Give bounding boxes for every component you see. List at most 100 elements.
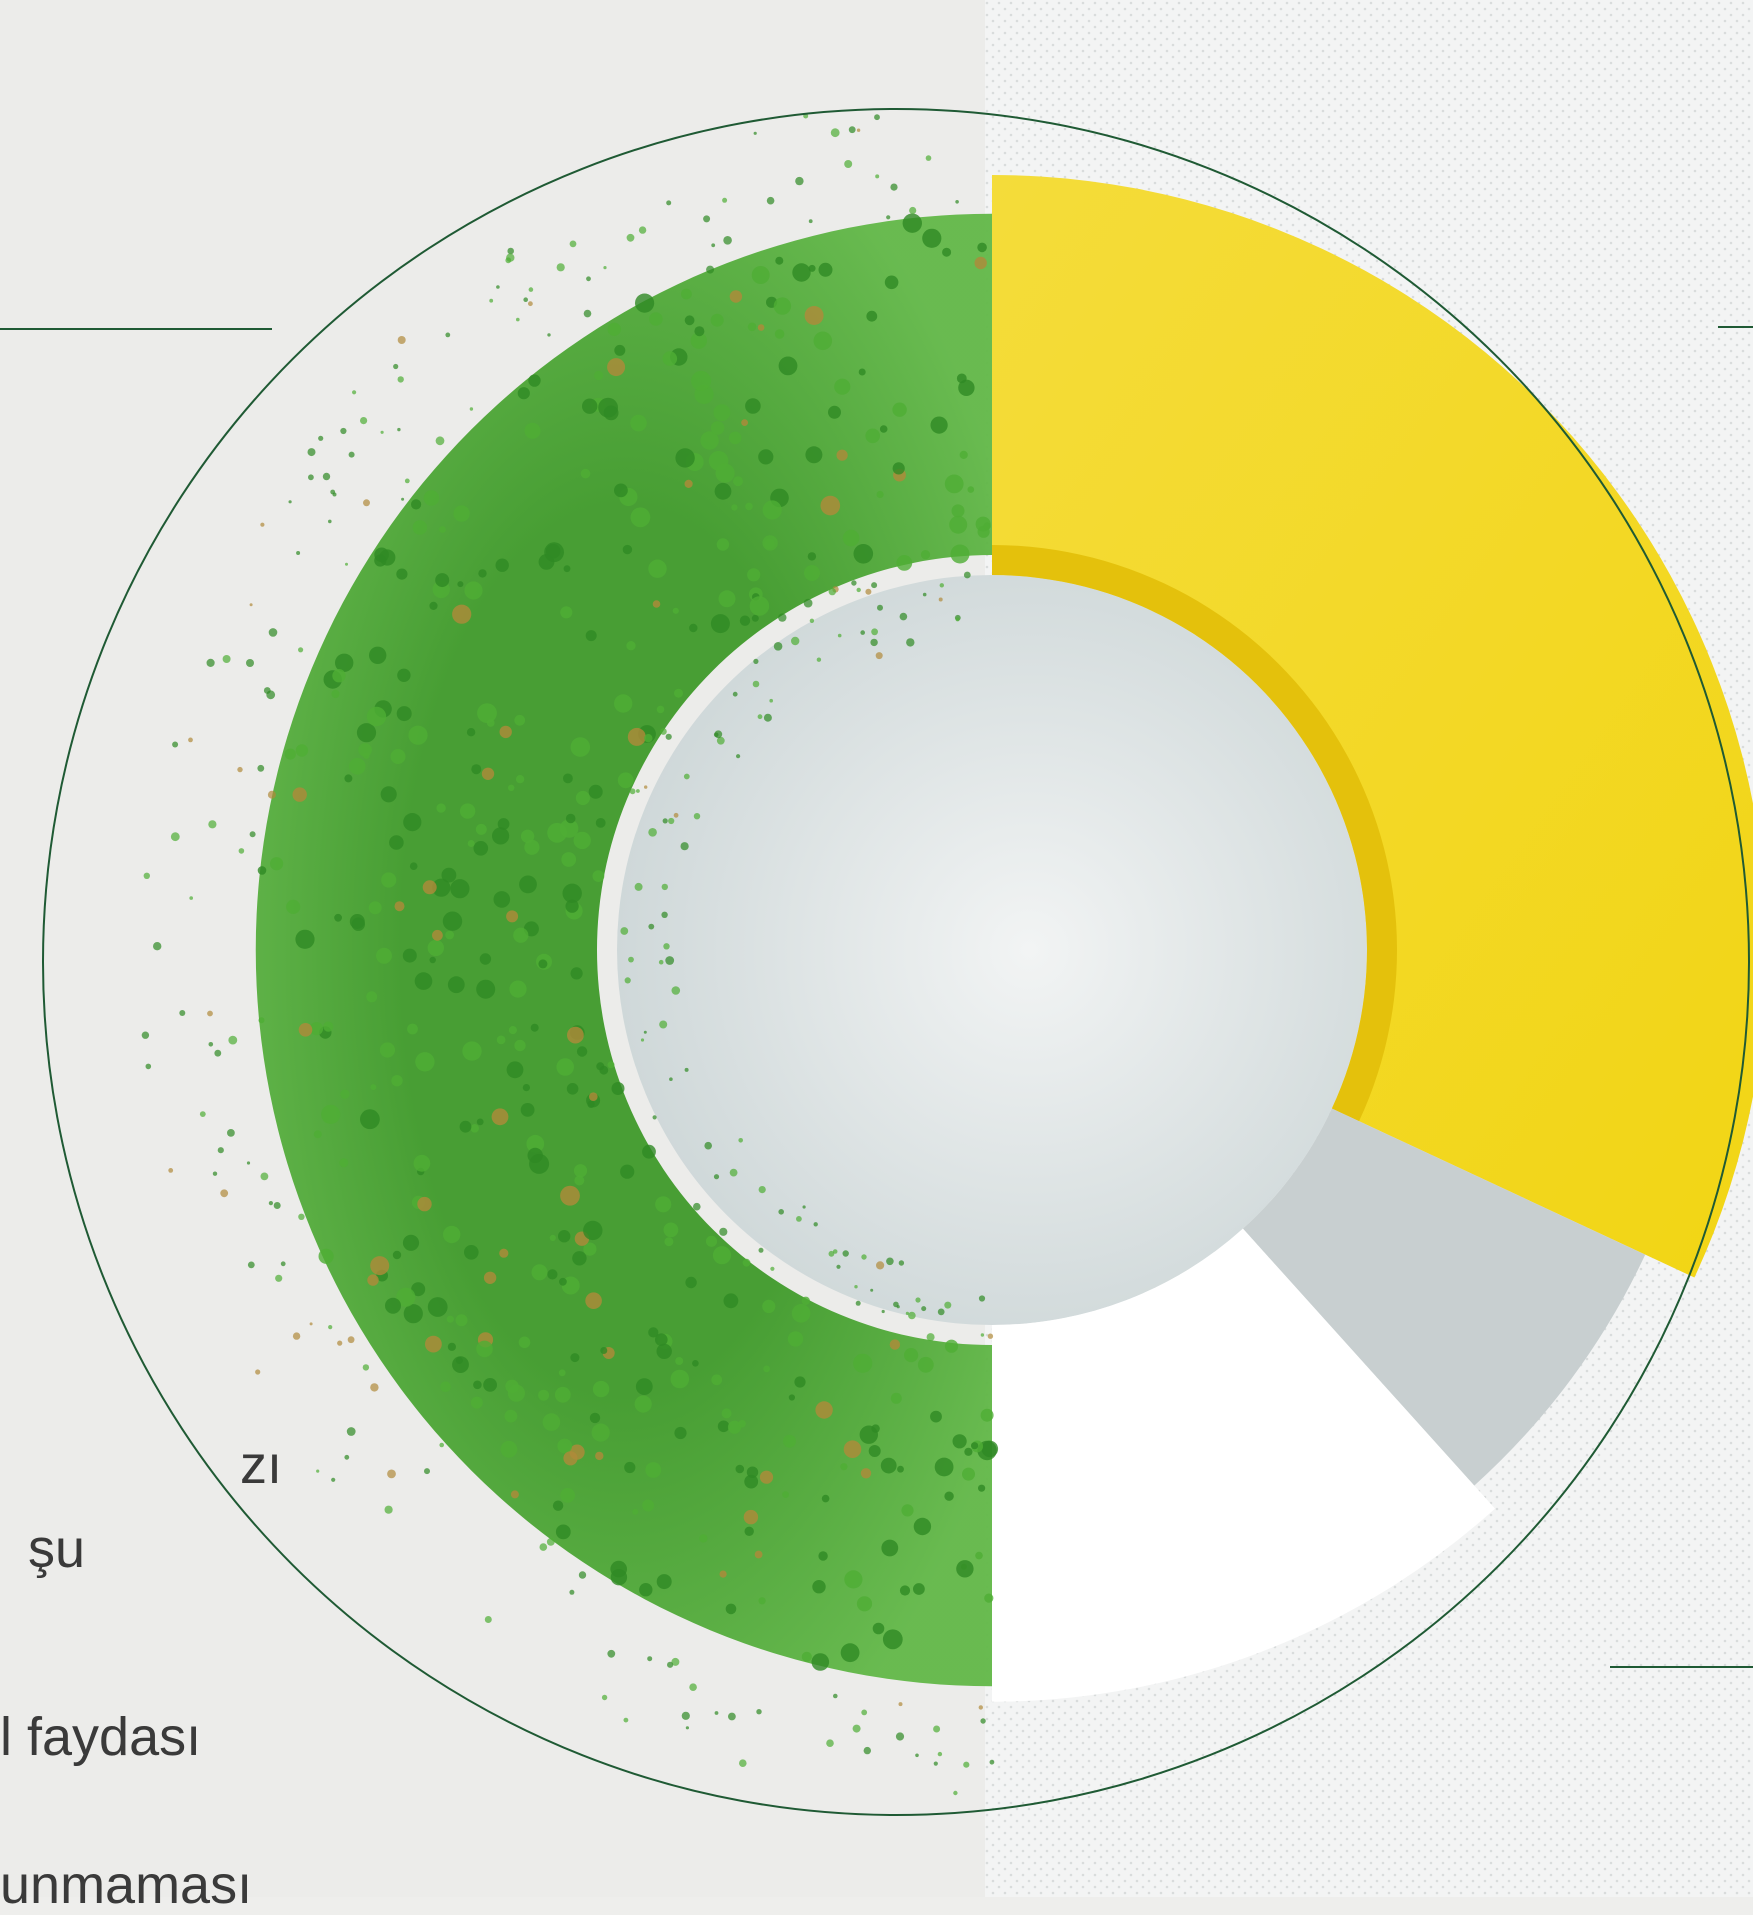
particle: [875, 174, 880, 179]
particle: [332, 669, 346, 683]
particle: [978, 1295, 986, 1302]
particle: [921, 1306, 927, 1312]
particle: [908, 1311, 916, 1320]
particle: [589, 1412, 601, 1424]
particle: [882, 1629, 903, 1650]
particle: [402, 948, 417, 963]
particle: [237, 766, 243, 773]
particle: [520, 1103, 535, 1117]
particle: [298, 1023, 313, 1037]
particle: [483, 1271, 497, 1285]
particle: [648, 1327, 659, 1338]
particle: [249, 831, 256, 838]
particle: [397, 376, 404, 383]
particle: [684, 315, 695, 326]
particle: [435, 436, 445, 446]
particle: [953, 1790, 958, 1796]
particle: [809, 618, 815, 623]
particle: [870, 638, 878, 647]
particle: [642, 1499, 655, 1512]
particle: [749, 596, 770, 616]
particle: [692, 1360, 699, 1367]
particle: [379, 1042, 395, 1058]
particle: [938, 597, 943, 602]
particle: [860, 630, 865, 635]
particle: [905, 1311, 910, 1315]
particle: [415, 1052, 435, 1072]
particle: [689, 623, 698, 633]
particle: [493, 891, 511, 908]
particle: [295, 929, 315, 949]
particle: [693, 1202, 701, 1211]
particle: [744, 1526, 754, 1537]
particle: [774, 329, 785, 339]
particle: [723, 1293, 739, 1309]
particle: [710, 614, 730, 634]
particle: [861, 1254, 867, 1260]
particle: [704, 1141, 712, 1150]
particle: [442, 911, 463, 931]
particle: [967, 486, 975, 493]
particle: [275, 1274, 283, 1282]
particle: [313, 1130, 322, 1139]
particle: [934, 1457, 954, 1477]
particle: [856, 1596, 873, 1612]
particle: [207, 1010, 213, 1017]
particle: [795, 176, 804, 186]
particle: [470, 1124, 480, 1133]
particle: [222, 655, 231, 663]
particle: [507, 1384, 525, 1402]
particle: [384, 1505, 393, 1514]
particle: [476, 1118, 484, 1126]
particle: [727, 1420, 742, 1434]
particle: [684, 1067, 689, 1072]
particle: [830, 128, 840, 138]
particle: [902, 213, 922, 233]
particle: [476, 979, 496, 999]
body-text: zı: [240, 1435, 283, 1495]
particle: [452, 1356, 469, 1373]
particle: [566, 1083, 579, 1095]
particle: [893, 1301, 899, 1308]
particle: [352, 390, 357, 395]
particle: [700, 431, 719, 450]
particle: [427, 1297, 448, 1317]
particle: [563, 1451, 578, 1466]
particle: [595, 1451, 604, 1461]
particle: [856, 128, 861, 132]
particle: [773, 642, 783, 651]
particle: [675, 448, 695, 468]
particle: [685, 1726, 690, 1730]
particle: [296, 551, 301, 555]
particle: [368, 901, 382, 915]
particle: [652, 600, 661, 608]
particle: [547, 822, 567, 843]
particle: [401, 497, 405, 501]
particle: [930, 1410, 942, 1423]
particle: [963, 1761, 970, 1768]
particle: [607, 1061, 615, 1069]
particle: [583, 309, 592, 318]
particle: [585, 1292, 602, 1309]
particle: [565, 813, 576, 824]
donut-hole: [617, 575, 1367, 1325]
particle: [249, 603, 253, 607]
particle: [728, 431, 742, 445]
particle: [397, 427, 401, 432]
particle: [145, 1063, 152, 1070]
donut: [141, 113, 1753, 1796]
particle: [871, 628, 878, 636]
particle: [518, 1336, 531, 1349]
particle: [949, 515, 968, 534]
particle: [212, 1171, 218, 1176]
particle: [803, 598, 813, 608]
particle: [170, 832, 180, 842]
particle: [499, 1248, 509, 1258]
particle: [647, 1656, 653, 1662]
particle: [745, 398, 761, 414]
particle: [723, 236, 732, 245]
particle: [397, 668, 411, 682]
particle: [575, 790, 591, 806]
